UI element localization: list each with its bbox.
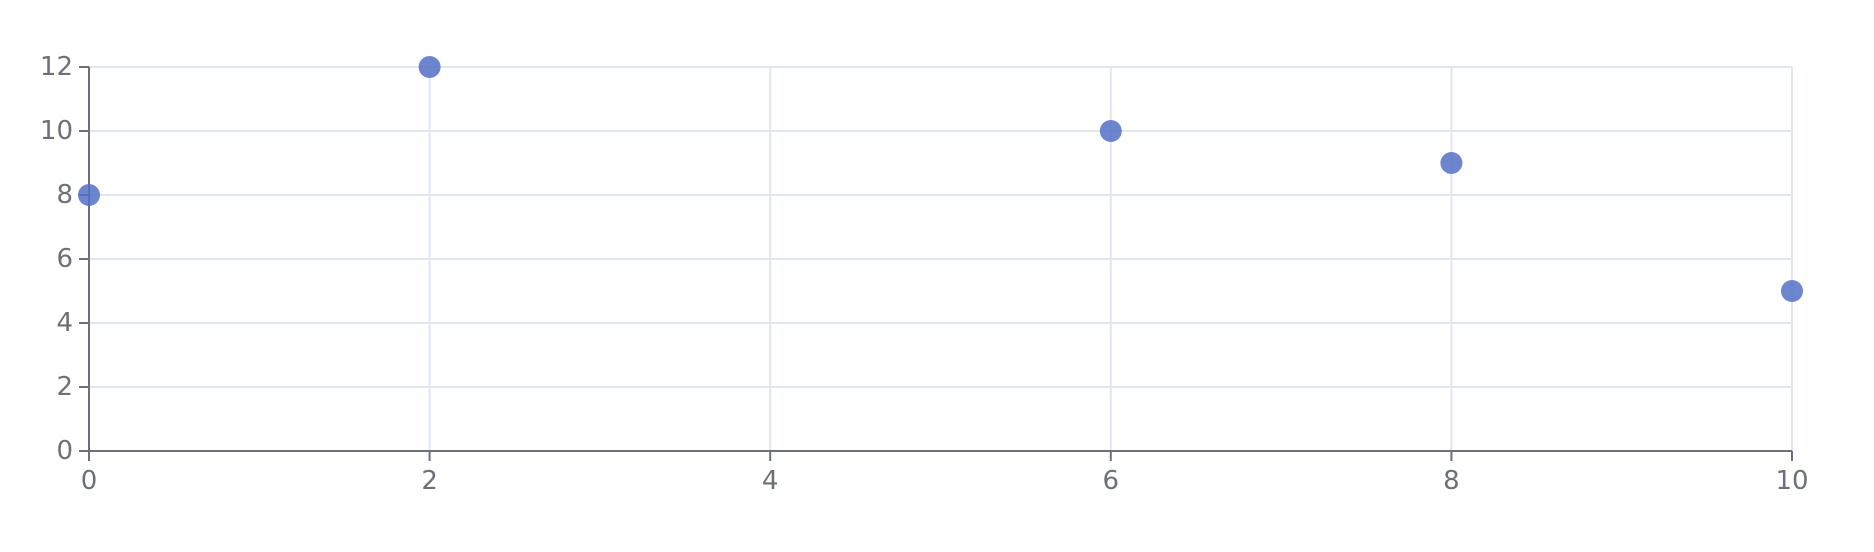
y-tick-label: 10 [40, 116, 73, 146]
scatter-point [1440, 152, 1463, 174]
y-tick-label: 6 [56, 244, 73, 274]
scatter-point [418, 56, 441, 78]
axes [79, 66, 1793, 461]
x-tick-label: 6 [1103, 466, 1120, 496]
x-tick-label: 2 [421, 466, 438, 496]
x-tick-label: 10 [1775, 466, 1808, 496]
y-tick-label: 2 [56, 372, 73, 402]
tick-labels: 0 2 4 6 8 10 12 0 2 4 6 8 10 [40, 52, 1809, 496]
y-tick-label: 0 [56, 436, 73, 466]
y-tick-label: 8 [56, 180, 73, 210]
y-tick-label: 4 [56, 308, 73, 338]
x-tick-label: 8 [1443, 466, 1460, 496]
scatter-point [1099, 120, 1122, 142]
data-points [78, 56, 1803, 302]
x-tick-label: 4 [762, 466, 779, 496]
grid-lines [89, 66, 1793, 451]
scatter-point [1781, 280, 1803, 302]
x-tick-label: 0 [81, 466, 98, 496]
y-tick-label: 12 [40, 52, 73, 82]
scatter-point [78, 184, 100, 206]
